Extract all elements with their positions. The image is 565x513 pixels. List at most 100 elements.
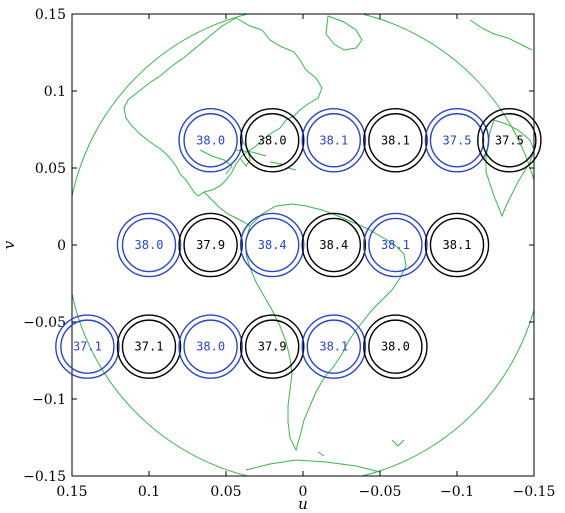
data-point-black: 38.0 [363, 314, 428, 379]
data-label: 37.9 [196, 238, 225, 252]
x-tick-label: −0.15 [513, 484, 556, 500]
data-point-blue: 37.1 [55, 314, 120, 379]
marker-outer-ring [55, 314, 120, 379]
data-point-blue: 37.5 [424, 108, 490, 173]
data-label: 38.1 [319, 133, 348, 147]
marker-outer-ring [239, 212, 305, 278]
data-point-black: 37.5 [477, 108, 542, 173]
data-point-blue: 38.0 [116, 212, 182, 278]
data-label: 37.9 [258, 340, 287, 354]
y-tick-label: −0.05 [23, 315, 66, 331]
data-point-blue: 38.4 [239, 212, 305, 278]
data-label: 38.1 [443, 238, 472, 252]
data-label: 38.0 [135, 238, 164, 252]
y-tick-label: −0.15 [23, 469, 66, 485]
y-tick-label: −0.1 [32, 392, 66, 408]
y-tick-label: 0.05 [35, 161, 66, 177]
marker-inner-ring [368, 319, 423, 374]
marker-outer-ring [363, 212, 428, 278]
antarctica-outline [245, 459, 381, 473]
marker-outer-ring [363, 108, 428, 173]
data-label: 37.1 [73, 340, 102, 354]
marker-inner-ring [306, 113, 362, 168]
marker-inner-ring [368, 113, 423, 168]
marker-inner-ring [244, 217, 300, 273]
marker-outer-ring [301, 212, 367, 278]
marker-outer-ring [301, 314, 367, 379]
x-tick-label: 0.05 [210, 484, 241, 500]
data-point-black: 37.9 [178, 212, 243, 278]
marker-inner-ring [429, 217, 485, 273]
x-tick-label: 0.1 [138, 484, 160, 500]
north-america-outline [123, 17, 323, 197]
data-point-black: 38.0 [239, 108, 305, 173]
southern-islands-outline [317, 439, 405, 457]
marker-outer-ring [477, 108, 542, 173]
marker-outer-ring [363, 314, 428, 379]
marker-outer-ring [239, 108, 305, 173]
data-point-black: 37.1 [116, 314, 182, 379]
x-axis-title: u [298, 495, 308, 513]
data-label: 38.1 [319, 340, 348, 354]
data-markers: 38.0 38.0 38.1 38.1 37.5 37.5 38.0 37.9 38.4 38.4… [55, 108, 542, 379]
marker-inner-ring [368, 217, 423, 273]
data-point-blue: 38.1 [301, 108, 367, 173]
marker-outer-ring [178, 108, 243, 173]
marker-outer-ring [116, 314, 182, 379]
tick-labels: 0.15 0.1 0.05 0 −0.05 −0.1 −0.150.150.10.050−0… [23, 7, 555, 500]
data-label: 38.4 [258, 238, 287, 252]
central-america-outline [203, 191, 251, 227]
y-tick-label: 0.1 [44, 84, 66, 100]
data-label: 38.0 [196, 340, 225, 354]
gulf-coast-outline [199, 149, 233, 175]
marker-inner-ring [60, 319, 115, 374]
marker-inner-ring [183, 217, 238, 273]
data-point-black: 38.1 [363, 108, 428, 173]
data-point-black: 37.9 [239, 314, 305, 379]
data-point-black: 38.4 [301, 212, 367, 278]
y-tick-label: 0 [57, 238, 66, 254]
marker-inner-ring [482, 113, 537, 168]
data-label: 38.0 [196, 133, 225, 147]
data-label: 37.5 [443, 133, 472, 147]
marker-outer-ring [301, 108, 367, 173]
marker-inner-ring [244, 113, 300, 168]
x-tick-label: 0 [299, 484, 308, 500]
y-tick-label: 0.15 [35, 7, 66, 23]
data-label: 37.5 [495, 133, 524, 147]
marker-inner-ring [121, 217, 177, 273]
data-label: 38.4 [319, 238, 348, 252]
x-tick-label: 0.15 [56, 484, 87, 500]
marker-outer-ring [424, 212, 490, 278]
caribbean-outline [235, 149, 297, 171]
europe-outline [469, 19, 533, 51]
data-point-blue: 38.0 [178, 314, 243, 379]
y-axis-title: v [0, 240, 18, 249]
data-point-blue: 38.1 [363, 212, 428, 278]
data-point-black: 38.1 [424, 212, 490, 278]
marker-inner-ring [244, 319, 300, 374]
marker-outer-ring [239, 314, 305, 379]
data-label: 38.1 [381, 133, 410, 147]
marker-outer-ring [424, 108, 490, 173]
marker-outer-ring [178, 212, 243, 278]
marker-inner-ring [306, 319, 362, 374]
data-label: 38.1 [381, 238, 410, 252]
marker-inner-ring [306, 217, 362, 273]
data-label: 38.0 [381, 340, 410, 354]
marker-outer-ring [178, 314, 243, 379]
axis-ticks [71, 13, 535, 477]
marker-inner-ring [121, 319, 177, 374]
x-tick-label: −0.05 [359, 484, 402, 500]
x-tick-label: −0.1 [440, 484, 474, 500]
marker-inner-ring [183, 319, 238, 374]
data-label: 37.1 [135, 340, 164, 354]
earth-background [72, 14, 534, 476]
data-point-blue: 38.1 [301, 314, 367, 379]
data-label: 38.0 [258, 133, 287, 147]
africa-outline [485, 119, 534, 218]
greenland-outline [325, 15, 363, 51]
data-point-blue: 38.0 [178, 108, 243, 173]
marker-outer-ring [116, 212, 182, 278]
